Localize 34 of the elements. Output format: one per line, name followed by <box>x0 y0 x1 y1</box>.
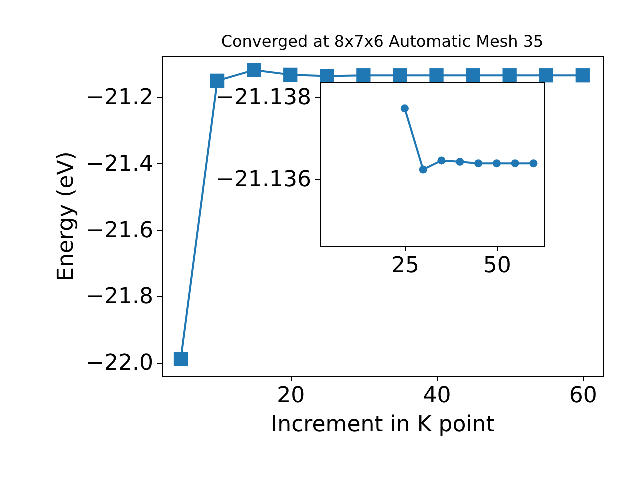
point <box>400 104 409 113</box>
point <box>174 352 188 366</box>
point <box>456 158 464 166</box>
point <box>247 63 262 78</box>
x-tick-label: 60 <box>569 384 598 408</box>
y-tick-label: −21.2 <box>86 85 154 110</box>
y-tick-label: −21.8 <box>86 284 154 310</box>
x-tick-label: 20 <box>277 384 306 408</box>
point <box>419 166 428 174</box>
point <box>210 74 225 88</box>
point <box>530 160 538 168</box>
point <box>492 160 501 168</box>
point <box>502 68 517 83</box>
point <box>438 156 446 165</box>
y-tick-label: −21.6 <box>86 218 154 244</box>
chart-title: Converged at 8x7x6 Automatic Mesh 35 <box>221 32 544 51</box>
x-tick-label: 25 <box>391 254 420 278</box>
y-axis-title: Energy (eV) <box>54 152 80 282</box>
point <box>511 160 520 168</box>
y-tick-label: −21.136 <box>216 168 312 193</box>
point <box>356 68 371 83</box>
point <box>576 68 590 83</box>
x-tick-label: 40 <box>423 384 452 408</box>
y-tick-label: −21.138 <box>216 86 312 111</box>
point <box>430 68 444 83</box>
x-axis-title: Increment in K point <box>271 412 496 438</box>
point <box>539 68 554 83</box>
y-tick-label: −22.0 <box>86 351 154 376</box>
point <box>393 68 408 83</box>
point <box>284 68 298 82</box>
point <box>474 160 483 168</box>
point <box>466 68 480 83</box>
y-tick-label: −21.4 <box>86 152 154 177</box>
x-tick-label: 50 <box>483 254 512 278</box>
